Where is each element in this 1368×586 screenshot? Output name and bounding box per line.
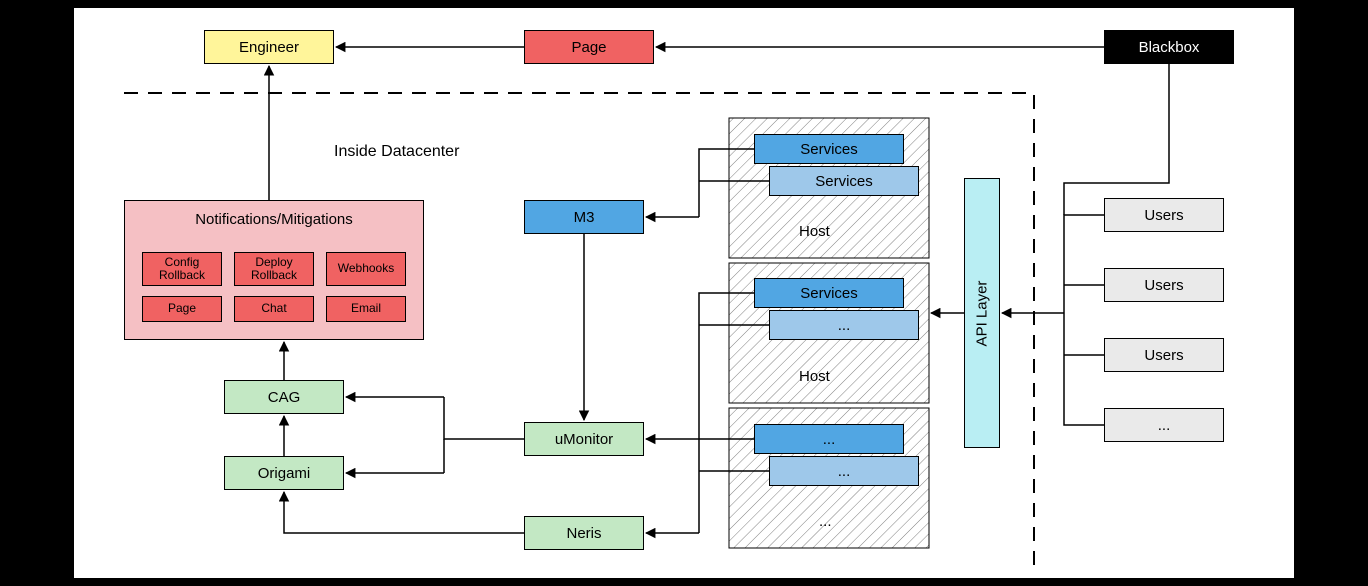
node-users-3: Users xyxy=(1104,338,1224,372)
section-label: Inside Datacenter xyxy=(334,143,459,161)
node-users-4: ... xyxy=(1104,408,1224,442)
node-deploy-rollback: Deploy Rollback xyxy=(234,252,314,286)
node-label: ... xyxy=(823,431,836,448)
node-label: Config Rollback xyxy=(143,256,221,282)
host2-label: Host xyxy=(799,368,830,385)
node-label: Services xyxy=(800,285,858,302)
node-email: Email xyxy=(326,296,406,322)
node-label: Services xyxy=(800,141,858,158)
node-neris: Neris xyxy=(524,516,644,550)
node-label: Email xyxy=(351,302,381,315)
node-api-layer: API Layer xyxy=(964,178,1000,448)
node-engineer: Engineer xyxy=(204,30,334,64)
node-label: Neris xyxy=(566,525,601,542)
node-host1-svc2: Services xyxy=(769,166,919,196)
node-users-1: Users xyxy=(1104,198,1224,232)
node-cag: CAG xyxy=(224,380,344,414)
node-users-2: Users xyxy=(1104,268,1224,302)
node-host2-svc1: Services xyxy=(754,278,904,308)
node-blackbox: Blackbox xyxy=(1104,30,1234,64)
node-label: uMonitor xyxy=(555,431,613,448)
node-webhooks: Webhooks xyxy=(326,252,406,286)
node-label: ... xyxy=(1158,417,1171,434)
node-label: Origami xyxy=(258,465,311,482)
node-label: Notifications/Mitigations xyxy=(195,211,353,228)
node-host2-svc2: ... xyxy=(769,310,919,340)
node-label: Deploy Rollback xyxy=(235,256,313,282)
node-label: M3 xyxy=(574,209,595,226)
host3-label: ... xyxy=(819,513,832,530)
node-label: ... xyxy=(838,463,851,480)
node-label: Webhooks xyxy=(338,262,394,275)
node-label: ... xyxy=(838,317,851,334)
node-page-b: Page xyxy=(142,296,222,322)
host1-label: Host xyxy=(799,223,830,240)
node-label: Chat xyxy=(261,302,286,315)
node-host1-svc1: Services xyxy=(754,134,904,164)
node-origami: Origami xyxy=(224,456,344,490)
node-label: Users xyxy=(1144,347,1183,364)
node-host3-svc1: ... xyxy=(754,424,904,454)
node-label: Blackbox xyxy=(1139,39,1200,56)
node-label: Page xyxy=(168,302,196,315)
node-label: Page xyxy=(571,39,606,56)
node-page: Page xyxy=(524,30,654,64)
node-label: Services xyxy=(815,173,873,190)
node-umonitor: uMonitor xyxy=(524,422,644,456)
node-chat: Chat xyxy=(234,296,314,322)
diagram-canvas: Inside Datacenter Engineer Page Blackbox… xyxy=(74,8,1294,578)
node-label: API Layer xyxy=(974,280,991,346)
node-m3: M3 xyxy=(524,200,644,234)
node-label: CAG xyxy=(268,389,301,406)
node-config-rollback: Config Rollback xyxy=(142,252,222,286)
node-label: Users xyxy=(1144,277,1183,294)
node-label: Engineer xyxy=(239,39,299,56)
node-host3-svc2: ... xyxy=(769,456,919,486)
node-label: Users xyxy=(1144,207,1183,224)
